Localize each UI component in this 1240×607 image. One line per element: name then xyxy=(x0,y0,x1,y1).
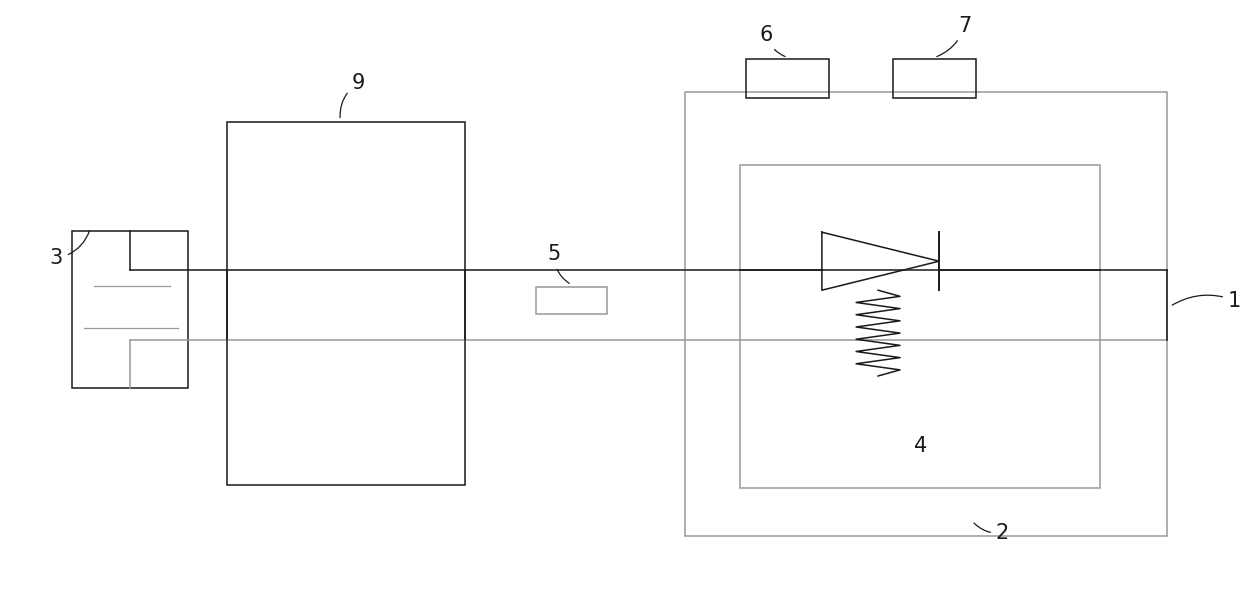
Text: 7: 7 xyxy=(936,16,971,56)
Bar xyxy=(72,231,188,388)
Bar xyxy=(740,164,1100,488)
Bar xyxy=(227,122,465,485)
Text: 1: 1 xyxy=(1172,291,1240,311)
Bar xyxy=(686,92,1167,536)
Bar xyxy=(746,59,830,98)
Text: 4: 4 xyxy=(914,436,926,455)
Text: 6: 6 xyxy=(759,25,785,56)
Text: 3: 3 xyxy=(50,231,89,268)
Text: 2: 2 xyxy=(973,523,1009,543)
Text: 9: 9 xyxy=(340,73,366,118)
Bar xyxy=(893,59,976,98)
Text: 5: 5 xyxy=(548,244,569,283)
Bar xyxy=(536,287,608,314)
